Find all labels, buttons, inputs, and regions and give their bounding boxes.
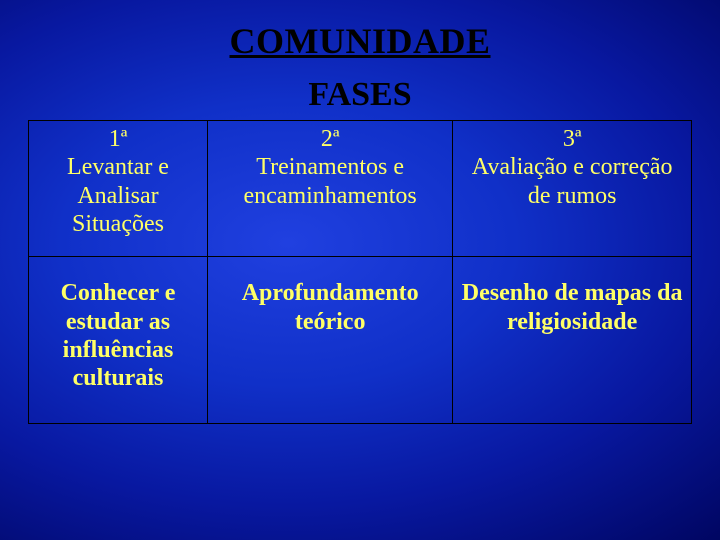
table-row: 1ªLevantar e Analisar Situações 2ªTreina… bbox=[29, 121, 692, 257]
cell-phase1-header: 1ªLevantar e Analisar Situações bbox=[29, 121, 208, 257]
cell-phase1-body: Conhecer e estudar as influências cultur… bbox=[29, 257, 208, 423]
table-row: Conhecer e estudar as influências cultur… bbox=[29, 257, 692, 423]
slide: COMUNIDADE FASES 1ªLevantar e Analisar S… bbox=[0, 0, 720, 540]
subtitle: FASES bbox=[28, 76, 692, 114]
phases-table: 1ªLevantar e Analisar Situações 2ªTreina… bbox=[28, 120, 692, 424]
cell-phase2-header: 2ªTreinamentos e encaminhamentos bbox=[208, 121, 453, 257]
cell-phase3-header: 3ªAvaliação e correção de rumos bbox=[453, 121, 692, 257]
cell-phase3-body: Desenho de mapas da religiosidade bbox=[453, 257, 692, 423]
cell-phase2-body: Aprofundamento teórico bbox=[208, 257, 453, 423]
page-title: COMUNIDADE bbox=[28, 20, 692, 62]
